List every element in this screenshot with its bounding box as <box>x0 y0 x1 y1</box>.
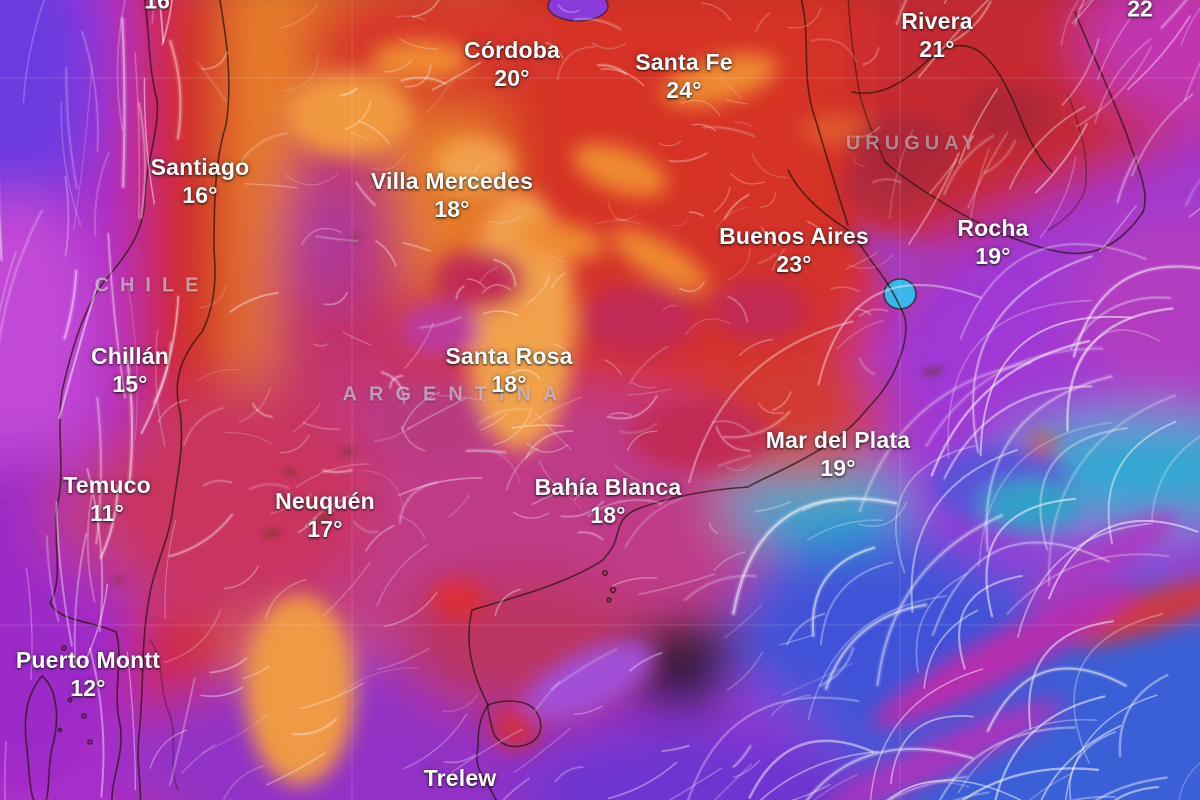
edge-temperature-label: 22 <box>1127 0 1153 22</box>
city-name: Villa Mercedes <box>370 168 534 194</box>
city-name: Temuco <box>63 472 151 498</box>
temperature-field-detail <box>245 40 1200 800</box>
city-temperature: 12° <box>70 675 106 701</box>
city-name: Puerto Montt <box>15 647 161 673</box>
city-name: Bahía Blanca <box>534 474 682 500</box>
city-temperature: 18° <box>590 502 626 528</box>
city-name: Córdoba <box>464 37 560 63</box>
city-label-bah-a-blanca[interactable]: Bahía Blanca 18° <box>535 473 682 529</box>
borders-coastlines <box>24 0 1146 800</box>
city-label-buenos-aires[interactable]: Buenos Aires 23° <box>719 222 869 278</box>
city-name: Rocha <box>957 215 1029 241</box>
city-name: Chillán <box>90 343 170 369</box>
city-label-neuqu-n[interactable]: Neuquén 17° <box>275 487 375 543</box>
edge-temperature-label: 16 <box>144 0 170 14</box>
city-name: Santa Fe <box>635 49 733 75</box>
city-name: Santa Rosa <box>445 343 573 369</box>
city-label-temuco[interactable]: Temuco 11° <box>63 471 151 527</box>
city-temperature: 17° <box>307 516 343 542</box>
city-label-santiago[interactable]: Santiago 16° <box>151 153 250 209</box>
city-name: Trelew <box>423 765 497 791</box>
city-name: Neuquén <box>275 488 375 514</box>
country-label-uruguay: URUGUAY <box>845 132 981 155</box>
city-temperature: 18° <box>434 196 470 222</box>
city-temperature: 21° <box>919 36 955 62</box>
city-name: Rivera <box>901 8 973 34</box>
terrain-marks <box>112 236 943 582</box>
city-label-rocha[interactable]: Rocha 19° <box>957 214 1028 270</box>
city-label-puerto-montt[interactable]: Puerto Montt 12° <box>16 646 160 702</box>
city-temperature: 19° <box>820 455 856 481</box>
city-name: Buenos Aires <box>719 223 869 249</box>
city-label-trelew[interactable]: Trelew <box>424 764 497 792</box>
city-temperature: 19° <box>975 243 1011 269</box>
city-label-santa-fe[interactable]: Santa Fe 24° <box>635 48 732 104</box>
city-name: Santiago <box>150 154 250 180</box>
city-temperature: 23° <box>776 251 812 277</box>
city-label-chill-n[interactable]: Chillán 15° <box>91 342 169 398</box>
city-temperature: 20° <box>494 65 530 91</box>
city-label-rivera[interactable]: Rivera 21° <box>901 7 973 63</box>
city-label-villa-mercedes[interactable]: Villa Mercedes 18° <box>371 167 533 223</box>
city-label-santa-rosa[interactable]: Santa Rosa 18° <box>445 342 572 398</box>
city-label-mar-del-plata[interactable]: Mar del Plata 19° <box>766 426 911 482</box>
city-temperature: 15° <box>112 371 148 397</box>
country-label-chile: CHILE <box>94 274 210 297</box>
cold-spots <box>547 0 917 310</box>
country-label-argentina: ARGENTINA <box>342 383 570 406</box>
city-label-c-rdoba[interactable]: Córdoba 20° <box>464 36 560 92</box>
city-temperature: 11° <box>89 500 125 526</box>
city-name: Mar del Plata <box>765 427 911 453</box>
city-temperature: 18° <box>491 371 527 397</box>
city-temperature: 16° <box>182 182 218 208</box>
city-temperature: 24° <box>666 77 702 103</box>
